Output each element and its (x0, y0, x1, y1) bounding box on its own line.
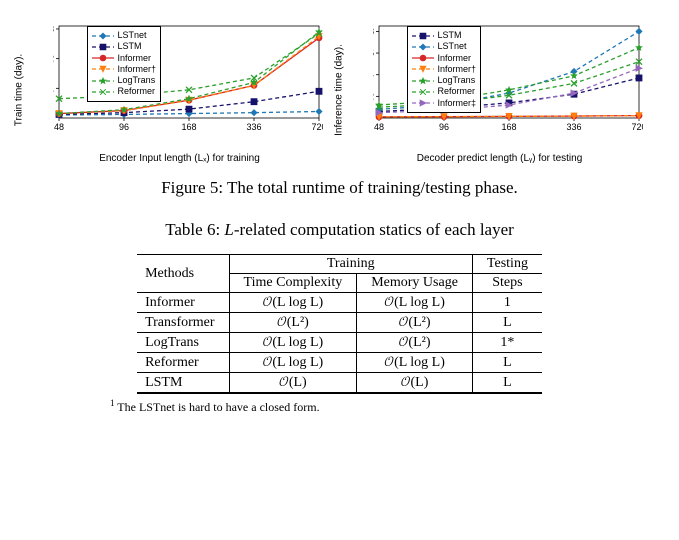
train-chart: Train time (day). 1234896168336720 LSTne… (25, 20, 335, 160)
footnote-text: The LSTnet is hard to have a closed form… (117, 400, 319, 414)
table-caption: Table 6: L-related computation statics o… (20, 220, 659, 240)
legend-label: Informer† (118, 64, 157, 75)
legend-item: LSTnet (92, 30, 157, 41)
svg-text:168: 168 (501, 122, 516, 132)
table-row-mem: 𝒪(L log L) (357, 353, 473, 373)
legend-label: LSTnet (438, 41, 467, 52)
legend-item: LSTnet (412, 41, 477, 52)
table-row-mem: 𝒪(L) (357, 373, 473, 394)
table-row-time: 𝒪(L) (229, 373, 357, 394)
table-row-steps: 1* (472, 333, 542, 353)
legend-label: Informer (438, 53, 472, 64)
svg-text:4: 4 (373, 70, 374, 80)
table-row-steps: 1 (472, 293, 542, 313)
legend-label: LSTnet (118, 30, 147, 41)
svg-text:48: 48 (53, 122, 63, 132)
table-row-time: 𝒪(L log L) (229, 353, 357, 373)
col-steps: Steps (472, 274, 542, 293)
table-row-steps: L (472, 353, 542, 373)
col-methods: Methods (137, 255, 229, 293)
table-row-method: LSTM (137, 373, 229, 394)
svg-text:720: 720 (631, 122, 643, 132)
legend-item: Informer‡ (412, 98, 477, 109)
legend-item: Informer (92, 53, 157, 64)
table-row-method: Informer (137, 293, 229, 313)
table-row-time: 𝒪(L log L) (229, 293, 357, 313)
table-row-method: LogTrans (137, 333, 229, 353)
legend-item: Informer (412, 53, 477, 64)
legend-item: Reformer (92, 86, 157, 97)
legend-item: LogTrans (92, 75, 157, 86)
legend-item: LSTM (412, 30, 477, 41)
charts-row: Train time (day). 1234896168336720 LSTne… (20, 20, 659, 160)
svg-text:48: 48 (373, 122, 383, 132)
legend-label: Informer† (438, 64, 477, 75)
legend-label: Informer‡ (438, 98, 477, 109)
col-time: Time Complexity (229, 274, 357, 293)
svg-text:96: 96 (118, 122, 128, 132)
col-training: Training (229, 255, 472, 274)
train-chart-ylabel: Train time (day). (13, 54, 24, 126)
complexity-table: Methods Training Testing Time Complexity… (137, 254, 542, 394)
figure-caption: Figure 5: The total runtime of training/… (20, 178, 659, 198)
table-row-time: 𝒪(L log L) (229, 333, 357, 353)
train-chart-legend: LSTnetLSTMInformerInformer†LogTransRefor… (87, 26, 162, 102)
test-chart: Inference time (day). 24684896168336720 … (345, 20, 655, 160)
svg-text:6: 6 (373, 48, 374, 58)
table-footnote: 1 The LSTnet is hard to have a closed fo… (110, 398, 320, 415)
legend-item: Informer† (412, 64, 477, 75)
footnote-marker: 1 (110, 398, 115, 408)
svg-text:336: 336 (566, 122, 581, 132)
table-row-method: Reformer (137, 353, 229, 373)
train-chart-xlabel: Encoder Input length (Lₓ) for training (25, 153, 335, 164)
legend-label: LogTrans (118, 75, 156, 86)
table-row-steps: L (472, 313, 542, 333)
table-row-method: Transformer (137, 313, 229, 333)
test-chart-ylabel: Inference time (day). (333, 44, 344, 136)
svg-text:720: 720 (311, 122, 323, 132)
svg-text:168: 168 (181, 122, 196, 132)
table-row-mem: 𝒪(L²) (357, 313, 473, 333)
col-testing: Testing (472, 255, 542, 274)
svg-text:2: 2 (373, 91, 374, 101)
svg-text:8: 8 (373, 26, 374, 36)
table-body: Informer𝒪(L log L)𝒪(L log L)1Transformer… (137, 293, 542, 394)
legend-item: LogTrans (412, 75, 477, 86)
legend-item: Informer† (92, 64, 157, 75)
table-wrap: Methods Training Testing Time Complexity… (20, 254, 659, 415)
svg-text:2: 2 (53, 54, 54, 64)
svg-text:96: 96 (438, 122, 448, 132)
test-chart-legend: LSTMLSTnetInformerInformer†LogTransRefor… (407, 26, 482, 113)
table-row-steps: L (472, 373, 542, 394)
table-row-mem: 𝒪(L log L) (357, 293, 473, 313)
legend-label: LSTM (438, 30, 462, 41)
table-row-mem: 𝒪(L²) (357, 333, 473, 353)
legend-label: LSTM (118, 41, 142, 52)
svg-text:336: 336 (246, 122, 261, 132)
legend-item: LSTM (92, 41, 157, 52)
table-row-time: 𝒪(L²) (229, 313, 357, 333)
legend-label: Informer (118, 53, 152, 64)
svg-text:3: 3 (53, 24, 54, 34)
legend-label: Reformer (118, 86, 156, 97)
legend-label: Reformer (438, 86, 476, 97)
legend-label: LogTrans (438, 75, 476, 86)
svg-text:1: 1 (53, 83, 54, 93)
legend-item: Reformer (412, 86, 477, 97)
test-chart-xlabel: Decoder predict length (Lᵧ) for testing (345, 153, 655, 164)
col-mem: Memory Usage (357, 274, 473, 293)
